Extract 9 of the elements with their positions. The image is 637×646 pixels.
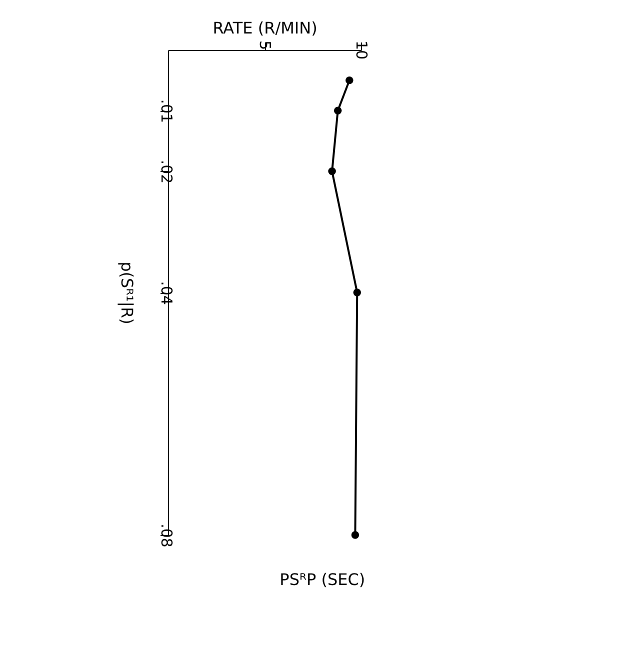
text: PSᴿP (SEC) [280,570,366,589]
point [334,106,342,114]
point [328,167,336,176]
point [346,76,354,84]
x-axis-title: RATE (R/MIN) [212,18,318,38]
x-tick-label: 10 [352,40,370,60]
point [353,288,362,296]
point [351,531,360,539]
y-axis-title: p(Sᴿ¹|R) [118,262,136,324]
